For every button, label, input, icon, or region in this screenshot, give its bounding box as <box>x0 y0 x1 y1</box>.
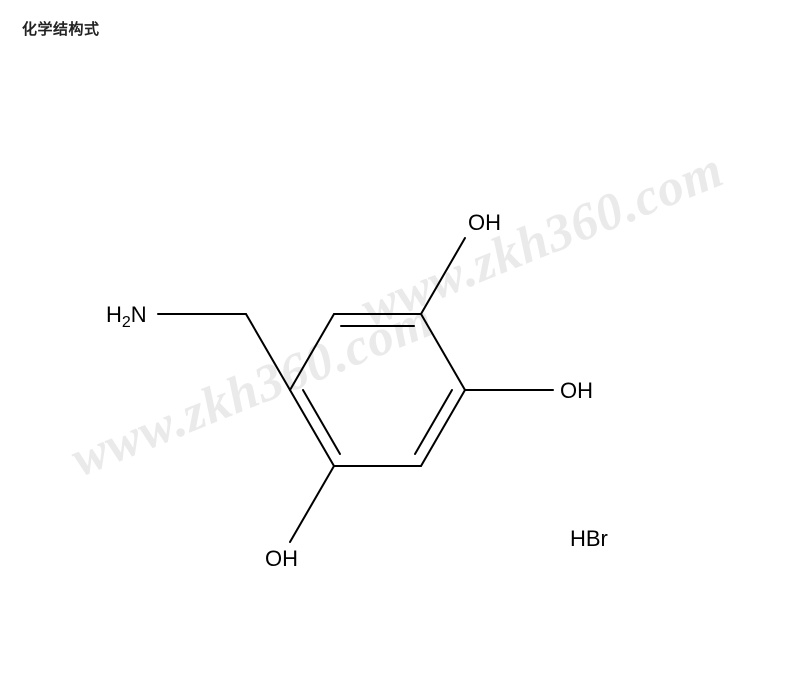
label-oh-top: OH <box>468 210 501 235</box>
bond-lines <box>158 238 553 542</box>
label-h2n: H2N <box>106 302 147 331</box>
structure-diagram: H2N OH OH OH HBr <box>0 0 800 680</box>
label-oh-bottom: OH <box>265 546 298 571</box>
label-oh-right: OH <box>560 378 593 403</box>
label-salt: HBr <box>570 526 608 551</box>
